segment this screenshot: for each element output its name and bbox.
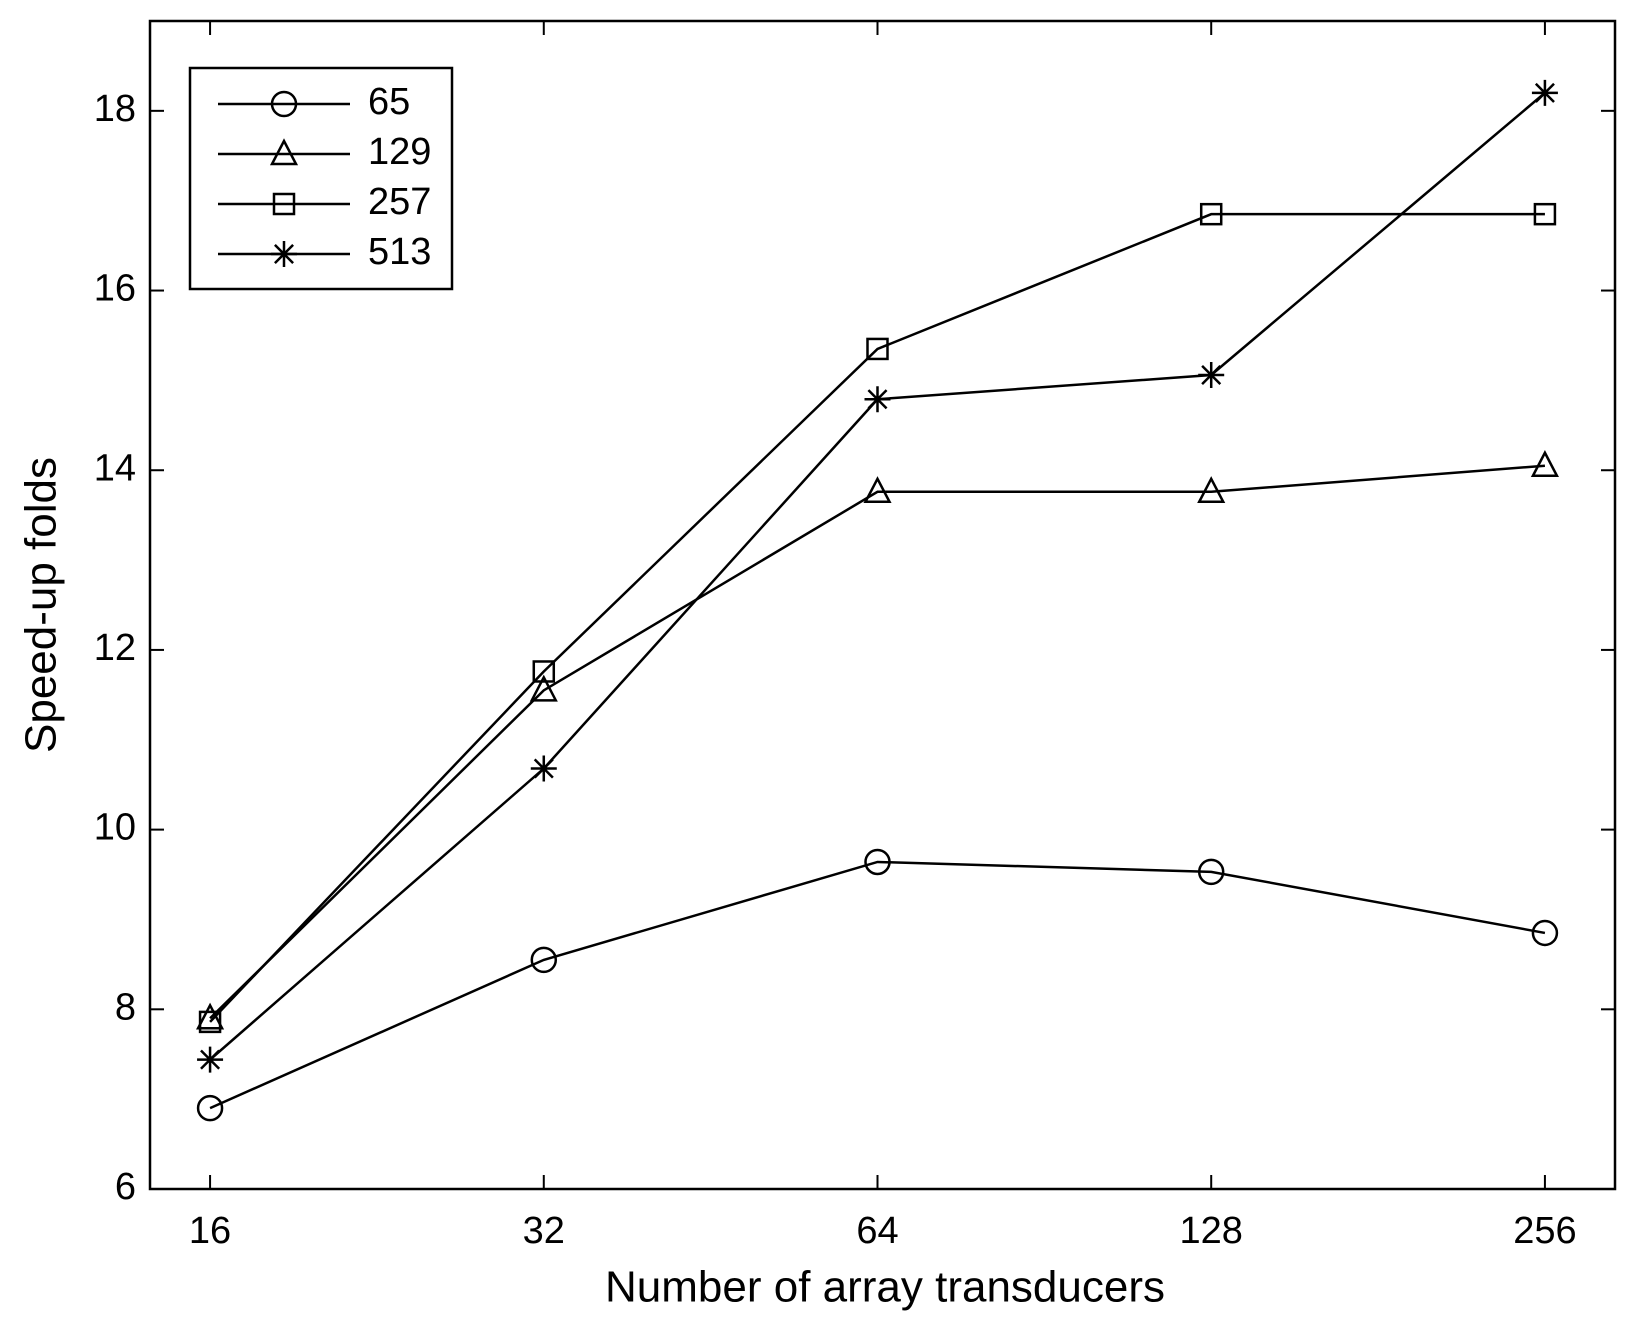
marker (198, 1010, 222, 1034)
marker (271, 241, 297, 267)
x-tick-label: 16 (189, 1210, 231, 1252)
marker (1198, 361, 1225, 388)
marker (1197, 476, 1226, 504)
y-tick-label: 6 (115, 1166, 136, 1208)
y-tick-label: 18 (94, 88, 136, 130)
marker (530, 755, 557, 782)
marker (270, 90, 298, 118)
marker (864, 848, 891, 876)
marker (1533, 202, 1557, 226)
marker (197, 1046, 224, 1073)
x-tick-label: 256 (1513, 1210, 1576, 1252)
marker (1531, 919, 1559, 947)
marker (196, 1094, 224, 1122)
marker (530, 946, 558, 974)
series-line (209, 212, 1545, 1023)
marker (269, 138, 299, 166)
x-tick-label: 64 (856, 1210, 898, 1252)
legend-label: 257 (368, 181, 431, 223)
x-axis-label: Number of array transducers (605, 1263, 1165, 1312)
legend-label: 129 (368, 131, 431, 173)
legend-label: 513 (368, 231, 431, 273)
y-tick-label: 12 (94, 627, 136, 669)
y-tick-label: 16 (94, 268, 136, 310)
marker (272, 192, 296, 216)
y-tick-label: 14 (94, 447, 136, 489)
marker (529, 674, 558, 702)
marker (1530, 450, 1559, 477)
x-tick-label: 128 (1180, 1210, 1243, 1252)
marker (1531, 79, 1558, 106)
y-tick-label: 8 (115, 986, 136, 1028)
marker (863, 476, 892, 504)
marker (532, 660, 556, 683)
legend-label: 65 (368, 81, 410, 123)
y-tick-label: 10 (94, 807, 136, 849)
series-line (209, 464, 1546, 1020)
plot-frame (148, 19, 1617, 1191)
x-tick-label: 32 (523, 1210, 565, 1252)
marker (1199, 202, 1223, 226)
marker (866, 337, 889, 361)
series-line (209, 860, 1546, 1110)
y-axis-label: Speed-up folds (17, 457, 66, 753)
marker (1197, 858, 1225, 886)
marker (864, 386, 891, 413)
